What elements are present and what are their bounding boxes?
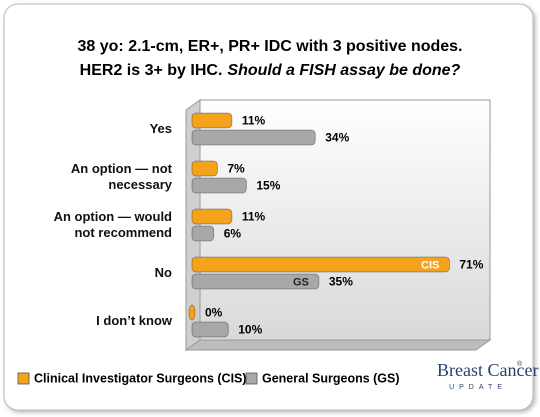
legend-swatch (17, 372, 30, 385)
value-label: 0% (205, 306, 223, 320)
legend-label: Clinical Investigator Surgeons (CIS) (34, 371, 247, 385)
value-label: 34% (325, 131, 349, 145)
logo-name: Breast Cancer (437, 360, 538, 380)
bar (191, 129, 316, 146)
value-label: 35% (329, 275, 353, 289)
bar (191, 177, 247, 194)
chart-title: 38 yo: 2.1-cm, ER+, PR+ IDC with 3 posit… (78, 38, 463, 55)
bar (191, 160, 218, 177)
value-label: 15% (256, 179, 280, 193)
legend-swatch (245, 372, 258, 385)
bar (191, 256, 450, 273)
value-label: 11% (242, 210, 266, 224)
value-label: 6% (224, 227, 242, 241)
category-label: I don’t know (96, 313, 172, 328)
value-label: 7% (227, 162, 245, 176)
title-part: HER2 is 3+ by IHC. (80, 62, 223, 79)
logo-mark: ® (517, 360, 523, 368)
category-label: An option — would not recommend (53, 209, 172, 240)
category-label: Yes (149, 121, 172, 136)
legend-label: General Surgeons (GS) (262, 371, 400, 385)
value-label: 11% (242, 114, 266, 128)
category-label: An option — not necessary (70, 161, 172, 192)
bar-label: CIS (421, 259, 439, 271)
bar (191, 112, 233, 129)
value-label: 71% (459, 258, 483, 272)
logo-sub: UPDATE (449, 384, 507, 391)
bar (191, 225, 215, 242)
value-label: 10% (238, 323, 262, 337)
floor (184, 339, 492, 351)
bar (191, 273, 320, 290)
chart-title: HER2 is 3+ by IHC. Should a FISH assay be… (80, 62, 461, 79)
title-question: Should a FISH assay be done? (227, 62, 460, 79)
bar (191, 208, 233, 225)
bar (191, 321, 229, 338)
category-label: No (154, 265, 172, 280)
bar-label: GS (293, 276, 309, 288)
bar (188, 304, 196, 321)
